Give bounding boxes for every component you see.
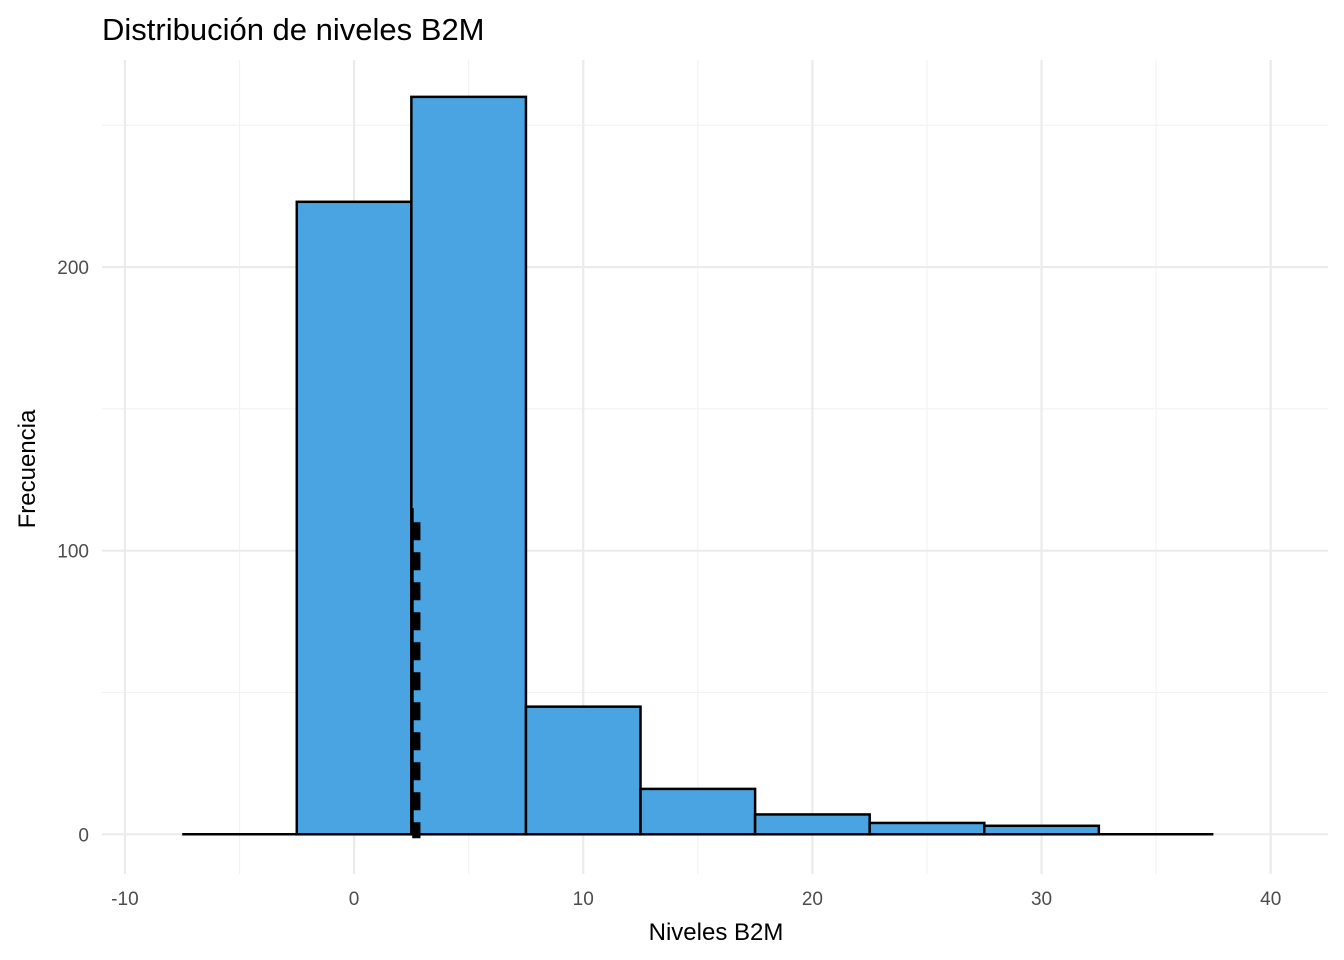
reference-line-group [412, 508, 421, 839]
x-tick-label: 30 [1031, 889, 1052, 910]
histogram-bar [753, 813, 871, 836]
y-tick-label: 0 [78, 825, 89, 846]
y-tick-label: 200 [57, 258, 89, 279]
histogram-bar [524, 705, 642, 836]
x-tick-label: 10 [573, 889, 594, 910]
histogram-bar [410, 95, 528, 836]
histogram-bar [983, 824, 1101, 836]
x-tick-label: -10 [111, 889, 138, 910]
histogram-bar [295, 200, 413, 836]
y-axis-title: Frecuencia [14, 409, 41, 528]
x-tick-label: 20 [802, 889, 823, 910]
y-axis-ticks: 0 100 200 [57, 258, 89, 846]
x-axis-ticks: -10 0 10 20 30 40 [111, 889, 1281, 910]
x-tick-label: 0 [349, 889, 360, 910]
histogram-bars [182, 95, 1214, 836]
histogram-bar [639, 787, 757, 836]
y-tick-label: 100 [57, 542, 89, 563]
histogram-bar [868, 821, 986, 836]
x-axis-title: Niveles B2M [649, 919, 784, 946]
x-tick-label: 40 [1260, 889, 1281, 910]
chart-title: Distribución de niveles B2M [102, 12, 485, 47]
